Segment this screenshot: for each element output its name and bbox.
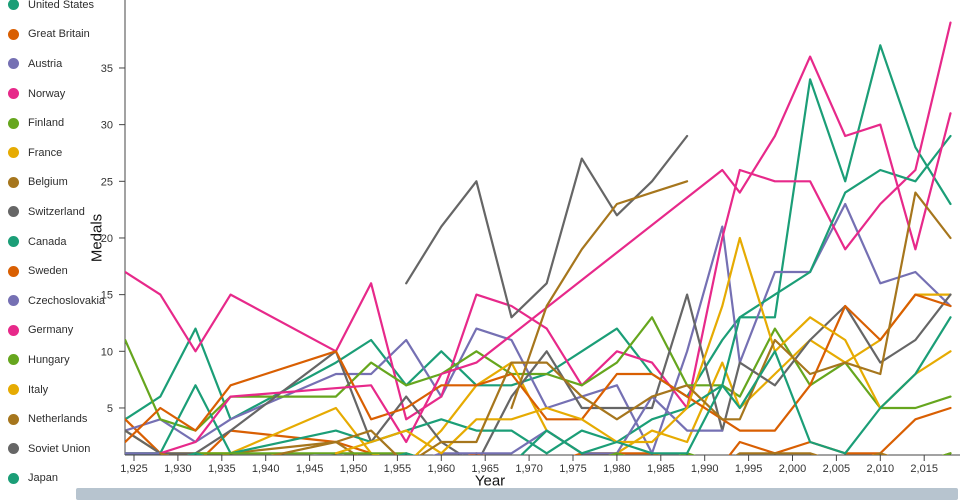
legend-item-netherlands[interactable]: Netherlands [0,404,105,434]
y-tick-label: 10 [101,346,113,358]
legend-swatch-austria [8,58,19,70]
series-line-czechoslovakia[interactable] [125,395,724,465]
legend-item-soviet-union[interactable]: Soviet Union [0,434,105,464]
legend-item-france[interactable]: France [0,138,105,168]
series-line-canada[interactable] [125,134,952,455]
series-line-switzerland[interactable] [125,293,952,465]
y-tick-label: 30 [101,120,113,132]
legend-item-hungary[interactable]: Hungary [0,345,105,375]
legend-label: Germany [28,324,74,337]
x-tick-label: 1,970 [515,463,543,475]
legend-swatch-soviet-union [8,443,19,455]
legend-swatch-sweden [8,265,19,277]
legend-item-sweden[interactable]: Sweden [0,256,105,286]
legend-swatch-great-britain [8,28,19,40]
series-line-east-germany[interactable] [510,180,689,410]
series-line-japan[interactable] [160,316,952,464]
legend-item-belgium[interactable]: Belgium [0,168,105,198]
x-tick-label: 1,935 [208,463,236,475]
plot-area [125,21,952,465]
x-tick-label: 1,985 [647,463,675,475]
legend-item-japan[interactable]: Japan [0,464,105,494]
x-tick-label: 1,980 [603,463,631,475]
x-tick-label: 1,955 [384,463,412,475]
legend-label: Italy [28,383,49,396]
legend: United States Great Britain Austria Norway F… [0,0,105,493]
y-tick-label: 15 [101,290,113,302]
x-tick-label: 1,945 [296,463,324,475]
x-tick-label: 1,950 [340,463,368,475]
legend-swatch-switzerland [8,206,19,218]
legend-item-czechoslovakia[interactable]: Czechoslovakia [0,286,105,316]
series-line-norway[interactable] [125,21,952,421]
x-tick-label: 1,995 [735,463,763,475]
legend-swatch-czechoslovakia [8,295,19,307]
x-tick-label: 2,005 [823,463,851,475]
series-line-united-states[interactable] [125,44,952,421]
legend-label: Great Britain [28,28,90,41]
series-line-belgium[interactable] [125,440,952,465]
x-tick-label: 2,000 [779,463,807,475]
x-tick-label: 1,925 [120,463,148,475]
legend-item-great-britain[interactable]: Great Britain [0,20,105,50]
legend-item-italy[interactable]: Italy [0,375,105,405]
y-tick-label: 5 [107,403,113,415]
x-tick-label: 2,010 [867,463,895,475]
legend-label: Canada [28,235,67,248]
legend-label: Netherlands [28,413,88,426]
series-line-soviet-union[interactable] [405,134,689,319]
y-tick-label: 20 [101,233,113,245]
series-line-germany[interactable] [159,55,952,455]
legend-swatch-netherlands [8,413,19,425]
legend-label: United States [28,0,95,11]
legend-swatch-united-states [8,0,19,11]
x-axis-title: Year [474,472,506,490]
legend-item-austria[interactable]: Austria [0,49,105,79]
legend-label: Hungary [28,353,70,366]
legend-item-united-states[interactable]: United States [0,0,105,20]
legend-swatch-germany [8,324,19,336]
y-tick-label: 25 [101,176,113,188]
legend-label: Austria [28,57,63,70]
x-tick-label: 1,940 [252,463,280,475]
x-tick-label: 1,960 [428,463,456,475]
legend-item-norway[interactable]: Norway [0,79,105,109]
legend-swatch-belgium [8,176,19,188]
legend-swatch-japan [8,472,19,484]
legend-swatch-hungary [8,354,19,366]
series-line-italy[interactable] [334,236,952,455]
x-tick-label: 1,930 [164,463,192,475]
x-tick-label: 1,990 [691,463,719,475]
legend-swatch-france [8,147,19,159]
legend-label: Soviet Union [28,442,91,455]
legend-label: Sweden [28,265,68,278]
legend-label: Finland [28,117,65,130]
legend-label: Japan [28,472,58,485]
legend-item-germany[interactable]: Germany [0,316,105,346]
legend-label: Czechoslovakia [28,294,106,307]
legend-swatch-finland [8,117,19,129]
horizontal-scrollbar[interactable] [76,488,958,500]
x-tick-label: 1,965 [471,463,499,475]
x-tick-label: 1,975 [559,463,587,475]
legend-item-finland[interactable]: Finland [0,108,105,138]
legend-label: France [28,146,63,159]
series-line-finland[interactable] [125,316,952,432]
legend-item-switzerland[interactable]: Switzerland [0,197,105,227]
legend-swatch-italy [8,384,19,396]
legend-item-canada[interactable]: Canada [0,227,105,257]
series-line-hungary[interactable] [194,452,952,464]
legend-label: Belgium [28,176,68,189]
y-tick-label: 35 [101,63,113,75]
series-line-netherlands[interactable] [159,191,952,465]
legend-label: Switzerland [28,205,85,218]
x-tick-label: 2,015 [910,463,938,475]
legend-swatch-norway [8,88,19,100]
legend-swatch-canada [8,236,19,248]
legend-label: Norway [28,87,66,100]
